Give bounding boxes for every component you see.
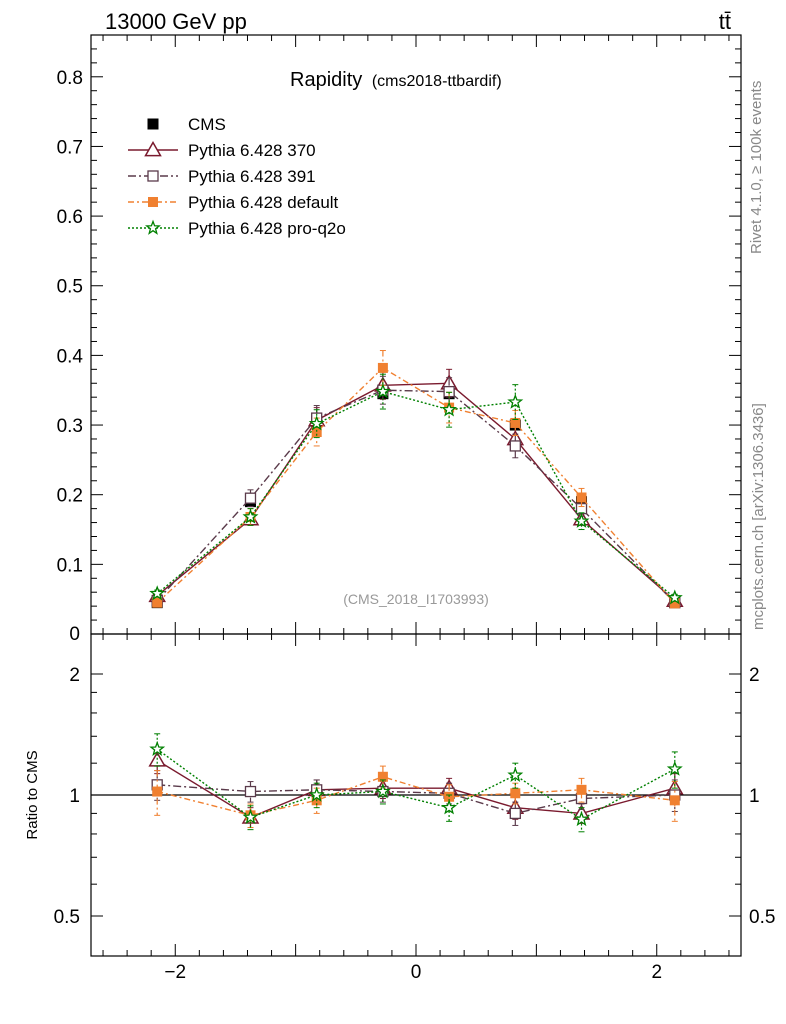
ratio-series-line <box>157 784 675 815</box>
ratio-series-line <box>157 776 675 817</box>
main-point <box>441 401 458 417</box>
main-series-pythia-6-428-default <box>152 350 680 609</box>
ratio-point <box>374 783 391 799</box>
ratio-point <box>669 795 680 806</box>
main-ytick-label: 0.5 <box>57 277 83 298</box>
ratio-ytick-label: 0.5 <box>54 907 80 928</box>
legend-marker <box>144 140 162 157</box>
main-ytick-label: 0.2 <box>57 486 83 507</box>
main-ytick-label: 0.7 <box>57 137 83 158</box>
main-ytick-label: 0.4 <box>57 346 84 367</box>
legend-entry: Pythia 6.428 pro-q2o <box>128 219 346 238</box>
ratio-series-pythia-6-428-391 <box>151 770 681 826</box>
legend-marker <box>148 197 158 207</box>
main-point <box>573 512 590 528</box>
ratio-point <box>507 766 524 783</box>
process-label: tt̄ <box>719 9 731 34</box>
main-ytick-label: 0.6 <box>57 207 83 228</box>
main-point <box>244 492 257 504</box>
ratio-point <box>666 760 683 776</box>
ratio-series-line <box>156 748 676 821</box>
main-ytick-label: 0.1 <box>57 555 83 576</box>
mcplots-label: mcplots.cern.ch [arXiv:1306.3436] <box>750 403 767 630</box>
legend-entry-cms: CMS <box>147 115 226 134</box>
main-point <box>666 589 683 605</box>
rivet-label: Rivet 4.1.0, ≥ 100k events <box>748 81 765 254</box>
legend-entry: Pythia 6.428 default <box>128 193 339 212</box>
ratio-ytick-label: 1 <box>69 786 80 807</box>
main-point <box>242 508 259 524</box>
main-point <box>509 440 521 452</box>
ratio-xtick-label: 0 <box>411 962 422 983</box>
legend-label: Pythia 6.428 default <box>188 193 339 212</box>
main-point <box>149 585 166 601</box>
main-series-line <box>156 367 676 604</box>
legend-label-cms: CMS <box>188 115 226 134</box>
legend-entry: Pythia 6.428 391 <box>128 167 316 186</box>
ratio-ytick-label-right: 0.5 <box>749 907 775 928</box>
plot-title: Rapidity (cms2018-ttbardif) <box>290 69 502 91</box>
title-main: Rapidity <box>290 69 362 91</box>
main-series-line <box>156 390 676 599</box>
legend-label: Pythia 6.428 391 <box>188 167 316 186</box>
main-point <box>152 597 163 608</box>
ratio-point <box>149 740 166 757</box>
ratio-point <box>573 810 590 827</box>
ratio-ytick-label: 2 <box>69 665 80 686</box>
ratio-ylabel: Ratio to CMS <box>24 750 41 839</box>
ratio-point <box>576 784 587 795</box>
ratio-series-pythia-6-428-370 <box>148 747 684 829</box>
legend-entry: Pythia 6.428 370 <box>128 140 316 160</box>
ratio-point <box>441 799 458 815</box>
main-series-pythia-6-428-370 <box>148 368 684 607</box>
main-point <box>308 415 325 431</box>
svg-text:Rapidity (cms2018-ttbard: Rapidity (cms2018-ttbardif) <box>290 69 502 91</box>
ratio-point <box>244 785 257 798</box>
ratio-point <box>242 808 259 825</box>
main-point <box>507 393 524 409</box>
main-point <box>576 492 587 503</box>
ratio-point <box>152 786 163 797</box>
legend-marker <box>147 170 159 182</box>
ratio-series-pythia-6-428-default <box>152 765 680 829</box>
main-series-line <box>156 382 676 602</box>
main-series-pythia-6-428-391 <box>151 375 681 609</box>
legend-marker <box>145 219 161 235</box>
ratio-xtick-label: −2 <box>164 962 186 983</box>
ratio-series-line <box>156 759 675 819</box>
ratio-xtick-label: 2 <box>651 962 662 983</box>
legend: CMS Pythia 6.428 370 Pythia 6.428 391 Pythi… <box>128 115 346 238</box>
main-ytick-label: 0.8 <box>57 68 83 89</box>
energy-label: 13000 GeV pp <box>105 9 247 34</box>
legend-label: Pythia 6.428 370 <box>188 141 316 160</box>
ratio-ytick-label-right: 1 <box>749 786 760 807</box>
main-point <box>377 362 388 373</box>
main-series-cms-data <box>151 388 681 609</box>
main-ytick-label: 0.3 <box>57 416 83 437</box>
ratio-point <box>510 788 521 799</box>
main-point <box>374 383 391 399</box>
analysis-watermark: (CMS_2018_I1703993) <box>343 591 489 607</box>
legend-label: Pythia 6.428 pro-q2o <box>188 219 346 238</box>
ratio-point <box>308 786 325 802</box>
ratio-series-pythia-6-428-pro-q2o <box>149 733 683 833</box>
ratio-ytick-label-right: 2 <box>749 665 760 686</box>
main-series-line <box>156 389 676 604</box>
legend-marker-cms <box>147 118 159 130</box>
main-series-pythia-6-428-pro-q2o <box>149 373 683 605</box>
title-sub: (cms2018-ttbardif) <box>372 73 502 90</box>
ratio-point <box>509 807 521 820</box>
main-ytick-label-zero: 0 <box>69 624 80 645</box>
